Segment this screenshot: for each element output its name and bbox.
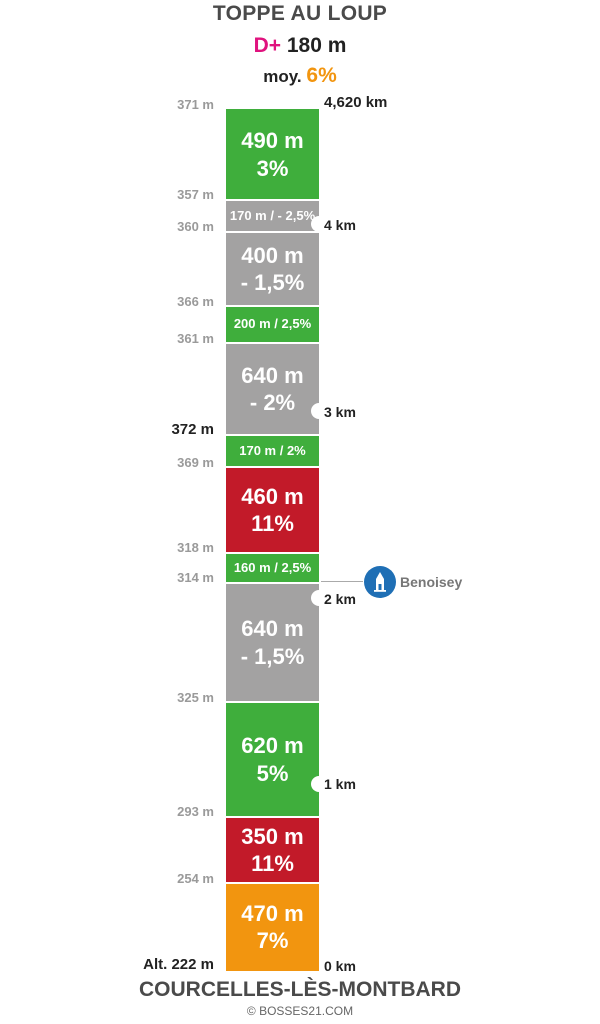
segment-divider [226,231,319,233]
altitude-label: 314 m [177,570,214,585]
altitude-label: 371 m [177,97,214,112]
segment-9: 640 m - 1,5% [226,583,319,702]
segment-3: 400 m - 1,5% [226,232,319,306]
altitude-label: 361 m [177,331,214,346]
altitude-label: 318 m [177,540,214,555]
segment-length: 640 m [241,362,304,388]
segment-label: 160 m / 2,5% [233,559,312,575]
segment-divider [226,434,319,436]
segment-length: 460 m [241,483,304,509]
segment-label: 170 m / - 2,5% [229,207,316,223]
segment-divider [226,701,319,703]
distance-label: 0 km [324,958,356,974]
segment-divider [226,466,319,468]
average-grade: moy. 6% [0,64,600,88]
poi-name: Benoisey [400,574,463,590]
segment-2: 170 m / - 2,5% [226,200,319,232]
segment-10: 620 m 5% [226,702,319,817]
km-notch [311,403,327,419]
elevation-gain: D+ 180 m [0,34,600,58]
poi-leader-line [321,581,363,582]
segment-divider [226,882,319,884]
segment-5: 640 m - 2% [226,343,319,435]
km-notch [311,216,327,232]
copyright: © BOSSES21.COM [246,1004,354,1018]
segment-length: 640 m [241,616,304,641]
segment-grade: 7% [256,928,289,953]
altitude-label: 325 m [177,690,214,705]
profile-column: 490 m 3% 170 m / - 2,5% 400 m - 1,5% 200… [226,109,319,971]
segment-label: 170 m / 2% [239,442,306,458]
altitude-label: 372 m [171,421,214,438]
segment-length: 400 m [241,242,304,268]
altitude-label: 366 m [177,294,214,309]
distance-label: 3 km [324,404,356,420]
church-icon [364,566,396,598]
segment-grade: 11% [251,851,294,876]
segment-6: 170 m / 2% [226,435,319,467]
segment-divider [226,305,319,307]
segment-length: 490 m [241,128,304,153]
segment-length: 350 m [241,823,304,849]
elevation-gain-label: D+ [253,34,282,57]
segment-grade: - 1,5% [240,270,305,295]
distance-label: 4,620 km [324,94,388,111]
km-notch [311,776,327,792]
distance-label: 4 km [324,217,356,233]
segment-divider [226,342,319,344]
altitude-label: 357 m [177,187,214,202]
segment-divider [226,199,319,201]
altitude-label: 360 m [177,219,214,234]
segment-grade: 3% [256,155,289,181]
altitude-label: 369 m [177,455,214,470]
climb-title: TOPPE AU LOUP [212,2,388,25]
segment-1: 490 m 3% [226,109,319,200]
segment-grade: - 2% [249,390,296,415]
distance-label: 1 km [324,776,356,792]
altitude-label: Alt. 222 m [143,956,214,973]
segment-4: 200 m / 2,5% [226,306,319,343]
altitude-label: 254 m [177,871,214,886]
segment-grade: - 1,5% [240,643,305,669]
segment-grade: 11% [251,511,294,536]
segment-8: 160 m / 2,5% [226,553,319,583]
altitude-label: 293 m [177,804,214,819]
segment-divider [226,816,319,818]
segment-length: 620 m [241,733,304,758]
segment-11: 350 m 11% [226,817,319,883]
distance-label: 2 km [324,591,356,607]
average-grade-label: moy. [263,67,302,86]
start-town: COURCELLES-LÈS-MONTBARD [139,978,461,1001]
segment-12: 470 m 7% [226,883,319,971]
segment-length: 470 m [241,900,304,926]
km-notch [311,590,327,606]
segment-divider [226,552,319,554]
average-grade-value: 6% [306,64,337,87]
segment-divider [226,582,319,584]
segment-grade: 5% [256,760,289,786]
segment-7: 460 m 11% [226,467,319,553]
elevation-gain-value: 180 m [286,34,347,57]
segment-label: 200 m / 2,5% [233,316,312,332]
